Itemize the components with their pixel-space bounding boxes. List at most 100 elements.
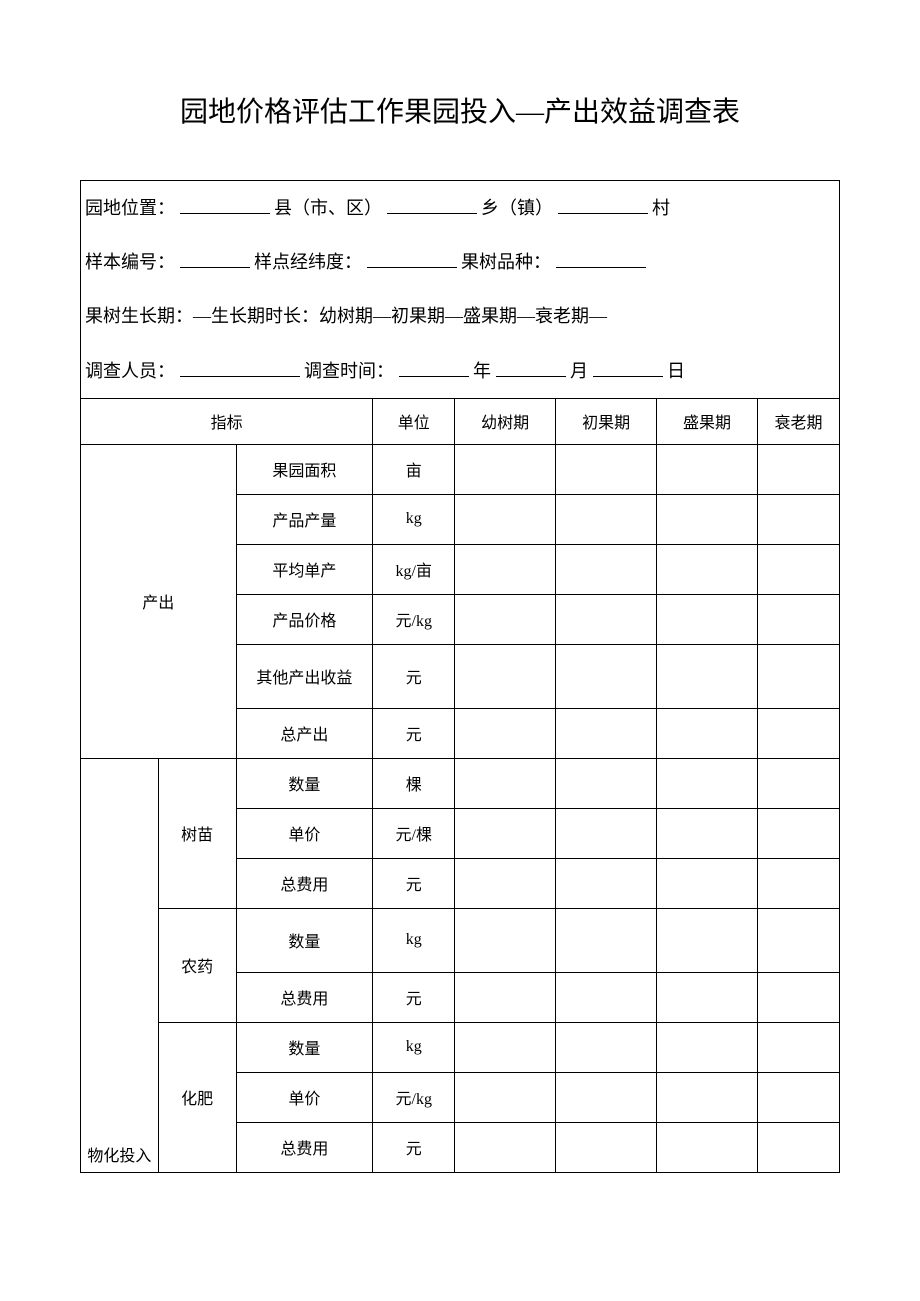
cell[interactable] <box>657 1072 758 1122</box>
investigator-label: 调查人员： <box>85 361 175 381</box>
cell[interactable] <box>757 544 839 594</box>
group-output: 产出 <box>81 444 237 758</box>
location-label: 园地位置： <box>85 198 175 218</box>
cell[interactable] <box>455 808 556 858</box>
row-label: 单价 <box>236 808 373 858</box>
cell[interactable] <box>657 544 758 594</box>
cell[interactable] <box>455 1122 556 1172</box>
cell[interactable] <box>455 1022 556 1072</box>
cell[interactable] <box>757 758 839 808</box>
cell[interactable] <box>757 1122 839 1172</box>
row-label: 单价 <box>236 1072 373 1122</box>
cell[interactable] <box>757 972 839 1022</box>
blank-species[interactable] <box>556 248 646 268</box>
blank-day[interactable] <box>593 357 663 377</box>
cell[interactable] <box>455 544 556 594</box>
cell[interactable] <box>757 1022 839 1072</box>
row-unit: 元/kg <box>373 1072 455 1122</box>
cell[interactable] <box>455 1072 556 1122</box>
blank-coord[interactable] <box>367 248 457 268</box>
cell[interactable] <box>657 972 758 1022</box>
survey-table: 指标 单位 幼树期 初果期 盛果期 衰老期 产出 果园面积 亩 产品产量 kg … <box>80 398 840 1173</box>
cell[interactable] <box>657 858 758 908</box>
row-unit: 元 <box>373 1122 455 1172</box>
cell[interactable] <box>657 494 758 544</box>
table-row: 农药 数量 kg <box>81 908 840 972</box>
row-label: 果园面积 <box>236 444 373 494</box>
cell[interactable] <box>657 644 758 708</box>
th-p3: 盛果期 <box>657 398 758 444</box>
blank-investigator[interactable] <box>180 357 300 377</box>
cell[interactable] <box>455 758 556 808</box>
group-sapling: 树苗 <box>158 758 236 908</box>
cell[interactable] <box>757 858 839 908</box>
cell[interactable] <box>455 972 556 1022</box>
town-label: 乡（镇） <box>481 198 553 218</box>
cell[interactable] <box>455 444 556 494</box>
cell[interactable] <box>556 594 657 644</box>
cell[interactable] <box>757 708 839 758</box>
cell[interactable] <box>757 494 839 544</box>
cell[interactable] <box>556 858 657 908</box>
cell[interactable] <box>657 758 758 808</box>
cell[interactable] <box>556 494 657 544</box>
row-unit: 元 <box>373 858 455 908</box>
village-label: 村 <box>652 198 670 218</box>
cell[interactable] <box>657 708 758 758</box>
cell[interactable] <box>657 1022 758 1072</box>
th-p2: 初果期 <box>556 398 657 444</box>
cell[interactable] <box>556 808 657 858</box>
blank-county[interactable] <box>180 194 270 214</box>
info-line-sample: 样本编号： 样点经纬度： 果树品种： <box>81 235 839 289</box>
cell[interactable] <box>757 1072 839 1122</box>
row-label: 总产出 <box>236 708 373 758</box>
cell[interactable] <box>455 494 556 544</box>
row-unit: 元/棵 <box>373 808 455 858</box>
th-p4: 衰老期 <box>757 398 839 444</box>
cell[interactable] <box>556 1022 657 1072</box>
cell[interactable] <box>657 1122 758 1172</box>
blank-month[interactable] <box>496 357 566 377</box>
cell[interactable] <box>657 908 758 972</box>
cell[interactable] <box>556 708 657 758</box>
page-title: 园地价格评估工作果园投入—产出效益调查表 <box>80 90 840 130</box>
group-pesticide: 农药 <box>158 908 236 1022</box>
th-p1: 幼树期 <box>455 398 556 444</box>
cell[interactable] <box>455 708 556 758</box>
blank-village[interactable] <box>558 194 648 214</box>
row-unit: 元/kg <box>373 594 455 644</box>
row-label: 数量 <box>236 908 373 972</box>
row-unit: 元 <box>373 708 455 758</box>
cell[interactable] <box>556 444 657 494</box>
cell[interactable] <box>556 972 657 1022</box>
cell[interactable] <box>455 644 556 708</box>
sample-label: 样本编号： <box>85 252 175 272</box>
cell[interactable] <box>455 908 556 972</box>
cell[interactable] <box>455 594 556 644</box>
cell[interactable] <box>455 858 556 908</box>
table-header-row: 指标 单位 幼树期 初果期 盛果期 衰老期 <box>81 398 840 444</box>
row-unit: kg/亩 <box>373 544 455 594</box>
row-label: 产品产量 <box>236 494 373 544</box>
cell[interactable] <box>556 758 657 808</box>
group-material: 物化投入 <box>81 758 159 1172</box>
blank-year[interactable] <box>399 357 469 377</box>
cell[interactable] <box>657 444 758 494</box>
cell[interactable] <box>757 644 839 708</box>
cell[interactable] <box>556 1122 657 1172</box>
cell[interactable] <box>757 594 839 644</box>
cell[interactable] <box>757 808 839 858</box>
cell[interactable] <box>556 544 657 594</box>
table-row: 产出 果园面积 亩 <box>81 444 840 494</box>
cell[interactable] <box>556 908 657 972</box>
cell[interactable] <box>657 808 758 858</box>
blank-sample[interactable] <box>180 248 250 268</box>
th-unit: 单位 <box>373 398 455 444</box>
cell[interactable] <box>556 644 657 708</box>
info-block: 园地位置： 县（市、区） 乡（镇） 村 样本编号： 样点经纬度： 果树品种： 果… <box>80 180 840 398</box>
cell[interactable] <box>556 1072 657 1122</box>
cell[interactable] <box>657 594 758 644</box>
cell[interactable] <box>757 444 839 494</box>
cell[interactable] <box>757 908 839 972</box>
blank-town[interactable] <box>387 194 477 214</box>
